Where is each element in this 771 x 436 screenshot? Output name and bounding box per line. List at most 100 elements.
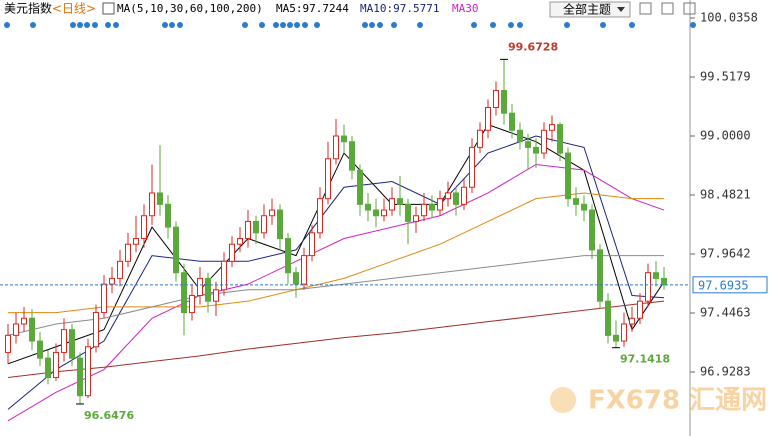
candle-body xyxy=(333,135,339,160)
candle-body xyxy=(413,215,419,222)
candle-body xyxy=(581,203,587,211)
event-marker xyxy=(77,22,83,28)
button[interactable] xyxy=(639,2,652,15)
event-marker xyxy=(70,22,76,28)
event-marker xyxy=(30,22,36,28)
ma-label: MA(5,10,30,60,100,200) xyxy=(117,2,263,15)
theme-dropdown[interactable] xyxy=(549,1,631,18)
annotation: 99.6728 xyxy=(508,40,558,53)
candle-body xyxy=(525,141,531,148)
event-marker xyxy=(162,22,168,28)
candle-body xyxy=(45,357,51,379)
candle-body xyxy=(13,323,19,336)
y-tick-label: 97.4463 xyxy=(700,305,751,319)
candle-body xyxy=(261,215,267,234)
candle-body xyxy=(605,300,611,336)
candle-body xyxy=(69,329,75,359)
candle-body xyxy=(181,272,187,314)
candle-body xyxy=(229,243,235,262)
ma-line xyxy=(7,255,664,336)
candle-body xyxy=(53,351,59,379)
candle-body xyxy=(661,277,667,286)
candle-body xyxy=(85,346,91,397)
candle-body xyxy=(453,192,459,205)
event-marker xyxy=(84,22,90,28)
event-marker xyxy=(629,22,635,28)
event-marker xyxy=(690,22,696,28)
candle-body xyxy=(277,209,283,240)
watermark: FX678 汇通网 xyxy=(588,386,767,416)
event-marker xyxy=(517,22,523,28)
candle-body xyxy=(517,129,523,143)
y-tick-label: 96.9283 xyxy=(700,365,751,379)
event-marker xyxy=(377,22,383,28)
candle-body xyxy=(117,260,123,279)
event-marker xyxy=(259,22,265,28)
event-marker xyxy=(105,22,111,28)
candle-body xyxy=(301,255,307,285)
candle-body xyxy=(93,312,99,348)
candle-body xyxy=(461,186,467,205)
ma-line xyxy=(7,300,665,378)
y-tick-label: 99.5179 xyxy=(700,69,751,83)
candle-body xyxy=(309,232,315,257)
candle-body xyxy=(405,203,411,222)
event-marker xyxy=(391,22,397,28)
candle-body xyxy=(389,198,395,211)
candle-body xyxy=(613,334,619,342)
button[interactable] xyxy=(661,2,674,15)
y-tick-label: 97.9642 xyxy=(700,246,751,260)
candle-body xyxy=(621,323,627,342)
candle-body xyxy=(165,203,171,228)
candle-body xyxy=(397,198,403,205)
button[interactable] xyxy=(683,2,696,15)
event-marker xyxy=(169,22,175,28)
candle-body xyxy=(77,357,83,397)
candle-body xyxy=(485,107,491,131)
candle-body xyxy=(37,340,43,359)
candle-body xyxy=(509,112,515,131)
candle-body xyxy=(445,192,451,200)
candle-body xyxy=(341,135,347,143)
candle-body xyxy=(637,300,643,319)
candle-body xyxy=(285,238,291,274)
candle-body xyxy=(197,277,203,296)
candle-body xyxy=(269,209,275,217)
dropdown-arrow xyxy=(617,7,625,12)
candle-body xyxy=(141,215,147,240)
watermark-logo xyxy=(550,387,576,413)
icon[interactable] xyxy=(102,2,115,15)
candle-body xyxy=(133,238,139,245)
candle-body xyxy=(157,192,163,205)
event-marker xyxy=(302,22,308,28)
candle-body xyxy=(253,220,259,234)
candle-body xyxy=(237,238,243,245)
candle-body xyxy=(381,209,387,217)
event-marker xyxy=(177,22,183,28)
candle-body xyxy=(29,317,35,342)
event-marker xyxy=(508,22,514,28)
event-marker xyxy=(362,22,368,28)
event-marker xyxy=(600,22,606,28)
ma-line xyxy=(7,135,665,410)
event-marker xyxy=(273,22,279,28)
candle-body xyxy=(173,226,179,274)
candle-body xyxy=(541,129,547,154)
candle-body xyxy=(629,317,635,325)
candle-body xyxy=(653,272,659,279)
y-tick-label: 98.4821 xyxy=(700,187,751,201)
candle-body xyxy=(325,158,331,200)
candle-body xyxy=(149,192,155,217)
event-marker xyxy=(4,22,10,28)
event-marker xyxy=(242,22,248,28)
event-marker xyxy=(564,22,570,28)
candle-body xyxy=(573,198,579,205)
candle-body xyxy=(245,220,251,240)
y-tick-label: 100.0358 xyxy=(700,10,758,24)
candle-body xyxy=(21,317,27,325)
annotation: 97.1418 xyxy=(620,353,670,366)
candle-body xyxy=(5,334,11,353)
dropdown-label: 全部主题 xyxy=(563,2,611,17)
event-marker xyxy=(490,22,496,28)
